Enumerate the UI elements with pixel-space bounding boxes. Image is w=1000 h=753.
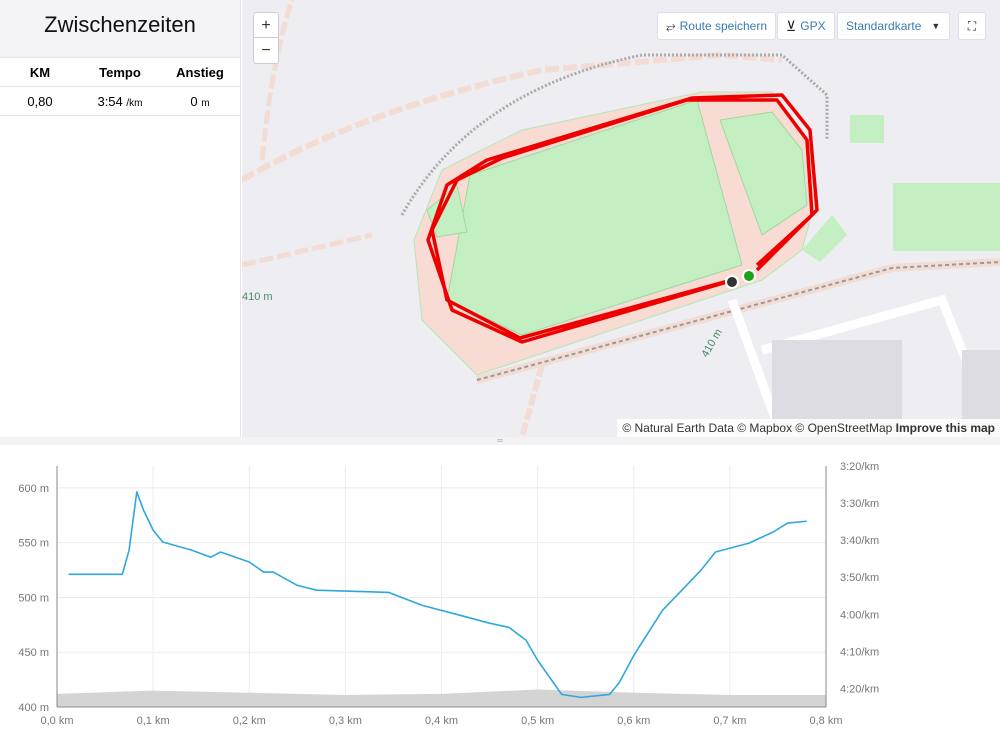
route-icon: ⥂ (666, 18, 676, 33)
chart-svg: 0,0 km 0,1 km 0,2 km 0,3 km 0,4 km 0,5 km 0,6 … (18, 461, 879, 727)
map-attribution: © Natural Earth Data © Mapbox © OpenStre… (617, 419, 1000, 437)
col-anstieg: Anstieg (176, 64, 224, 80)
cell-km: 0,80 (27, 93, 53, 109)
col-tempo: Tempo (99, 64, 141, 80)
map[interactable]: 410 m 410 m + − ⥂ Route speichern ⊻ GPX St… (242, 0, 1000, 437)
finish-flag-icon (725, 275, 739, 289)
save-route-button[interactable]: ⥂ Route speichern (657, 12, 776, 40)
x-tick-label: 0,7 km (713, 715, 746, 727)
y-left-tick-label: 600 m (18, 483, 49, 495)
zoom-control: + − (253, 12, 279, 64)
panel-title: Zwischenzeiten (0, 0, 240, 58)
y-right-tick-label: 3:20/km (840, 461, 879, 473)
caret-down-icon: ▼ (931, 21, 941, 31)
resize-handle[interactable]: ═ (0, 437, 1000, 445)
fullscreen-icon: ⛶ (967, 18, 977, 33)
x-tick-label: 0,2 km (233, 715, 266, 727)
y-right-tick-label: 3:30/km (840, 498, 879, 510)
y-right-tick-label: 4:20/km (840, 683, 879, 695)
y-right-tick-label: 4:10/km (840, 646, 879, 658)
splits-panel: Zwischenzeiten KM Tempo Anstieg 0,80 3:5… (0, 0, 241, 437)
pace-elevation-chart: 0,0 km 0,1 km 0,2 km 0,3 km 0,4 km 0,5 km 0,6 … (0, 445, 1000, 748)
map-canvas: 410 m 410 m (242, 0, 1000, 437)
zoom-in-button[interactable]: + (254, 13, 278, 38)
improve-map-link[interactable]: Improve this map (895, 421, 995, 435)
map-style-dropdown[interactable]: Standardkarte ▼ (837, 12, 950, 40)
x-tick-label: 0,4 km (425, 715, 458, 727)
start-marker-icon (742, 269, 756, 283)
svg-text:410 m: 410 m (699, 327, 725, 359)
zoom-out-button[interactable]: − (261, 42, 271, 59)
y-left-tick-label: 400 m (18, 702, 49, 714)
y-right-tick-label: 3:50/km (840, 572, 879, 584)
cell-anstieg: 0 m (190, 93, 210, 109)
y-left-tick-label: 550 m (18, 538, 49, 550)
y-right-tick-label: 4:00/km (840, 609, 879, 621)
gpx-button[interactable]: ⊻ GPX (777, 12, 835, 40)
table-row: 0,80 3:54 /km 0 m (0, 87, 240, 116)
elevation-area (57, 689, 826, 707)
y-left-tick-label: 450 m (18, 647, 49, 659)
col-km: KM (29, 64, 51, 80)
pace-line (68, 491, 807, 699)
svg-text:410 m: 410 m (242, 291, 273, 303)
download-icon: ⊻ (786, 17, 797, 34)
table-header: KM Tempo Anstieg (0, 58, 240, 87)
y-right-tick-label: 3:40/km (840, 535, 879, 547)
route-track (426, 93, 819, 344)
x-tick-label: 0,8 km (809, 715, 842, 727)
x-tick-label: 0,1 km (137, 715, 170, 727)
cell-tempo: 3:54 /km (97, 93, 143, 109)
y-left-tick-label: 500 m (18, 592, 49, 604)
x-tick-label: 0,3 km (329, 715, 362, 727)
x-tick-label: 0,0 km (40, 715, 73, 727)
x-tick-label: 0,6 km (617, 715, 650, 727)
x-tick-label: 0,5 km (521, 715, 554, 727)
fullscreen-button[interactable]: ⛶ (958, 12, 986, 40)
